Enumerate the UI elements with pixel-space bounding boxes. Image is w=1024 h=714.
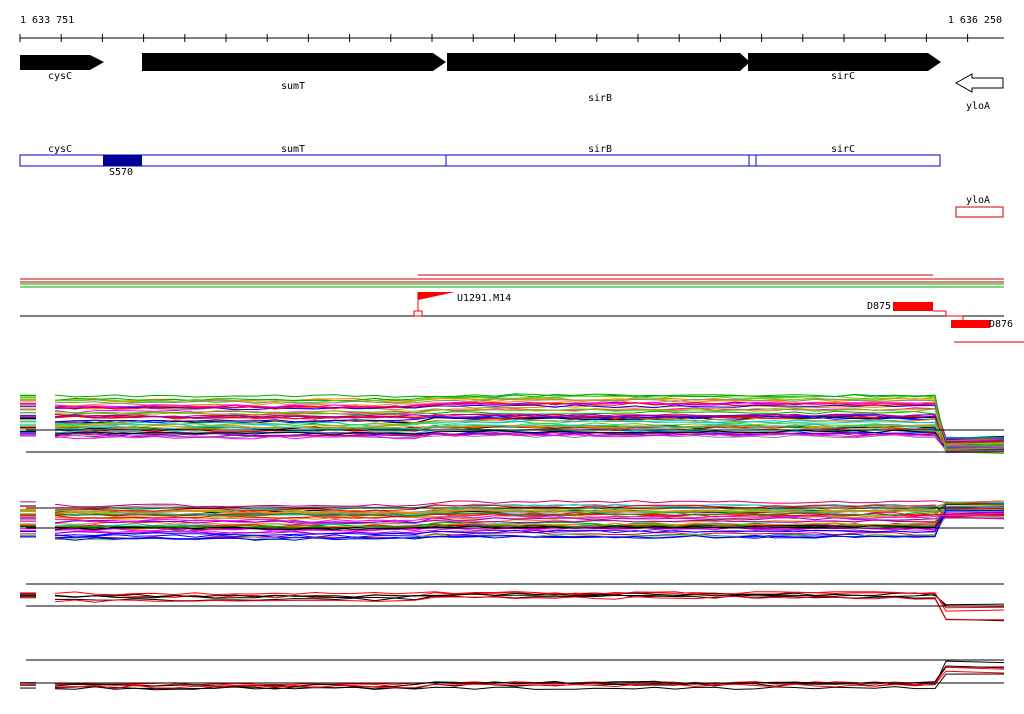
ruler-start: 1 633 751: [20, 15, 74, 26]
expression-traces: [20, 393, 1005, 691]
trace: [54, 513, 1005, 523]
trace: [54, 434, 1005, 450]
transcript-label: sirB: [588, 144, 612, 155]
gene-label: sirC: [831, 71, 855, 82]
trace: [54, 595, 1005, 621]
flag-base: [413, 310, 423, 317]
trace: [54, 393, 1005, 449]
transcript-label: cysC: [48, 144, 72, 155]
gene-label: sumT: [281, 81, 305, 92]
transcript-label: sumT: [281, 144, 305, 155]
trace: [54, 420, 1005, 447]
trace: [54, 665, 1005, 688]
trace: [54, 431, 1005, 451]
transcript-box: [19, 154, 941, 167]
trace: [54, 591, 1005, 609]
trace: [54, 423, 1004, 439]
trace: [54, 500, 1005, 508]
trace: [54, 592, 1005, 606]
trace: [54, 405, 1005, 446]
ruler-ticks: [19, 34, 969, 42]
trace: [54, 501, 1005, 537]
trace: [54, 433, 1005, 448]
trace: [54, 504, 1005, 518]
trace: [54, 660, 1005, 690]
ruler-end: 1 636 250: [948, 15, 1002, 26]
gene-arrow: [142, 53, 446, 71]
feature-box: [893, 302, 933, 311]
transcript-segment: [103, 155, 142, 166]
feature-box: [951, 320, 990, 328]
feature-label: U1291.M14: [457, 293, 511, 304]
trace: [54, 506, 1005, 541]
trace: [54, 670, 1005, 689]
feature-label: D876: [989, 319, 1013, 330]
trace: [54, 508, 1005, 517]
gene-arrow: [748, 53, 941, 71]
trace: [54, 429, 1005, 450]
trace: [54, 594, 1005, 622]
transcript-label: sirC: [831, 144, 855, 155]
trace: [54, 408, 1005, 450]
trace: [54, 399, 1005, 449]
trace: [54, 504, 1005, 531]
trace: [54, 398, 1005, 454]
trace: [54, 424, 1005, 445]
trace: [54, 503, 1005, 517]
flag: [418, 292, 455, 300]
transcript-label: yloA: [966, 195, 990, 206]
transcript-box: [955, 206, 1004, 218]
gene-arrow: [954, 73, 1004, 93]
trace: [54, 517, 1005, 524]
trace: [55, 666, 1005, 688]
trace: [54, 413, 1005, 443]
trace: [54, 407, 1005, 442]
trace: [54, 509, 1005, 517]
trace: [54, 673, 1005, 691]
trace: [54, 402, 1005, 441]
gene-label: cysC: [48, 71, 72, 82]
feature-label: S570: [109, 167, 133, 178]
gene-label: yloA: [966, 101, 990, 112]
trace: [54, 509, 1005, 541]
gene-arrow: [20, 55, 104, 70]
trace: [54, 591, 1005, 612]
feature-connector: [933, 310, 964, 320]
gene-arrow: [447, 53, 750, 71]
trace: [54, 510, 1005, 540]
gene-label: sirB: [588, 93, 612, 104]
feature-label: D875: [867, 301, 891, 312]
trace: [54, 415, 1005, 439]
trace: [54, 395, 1005, 444]
